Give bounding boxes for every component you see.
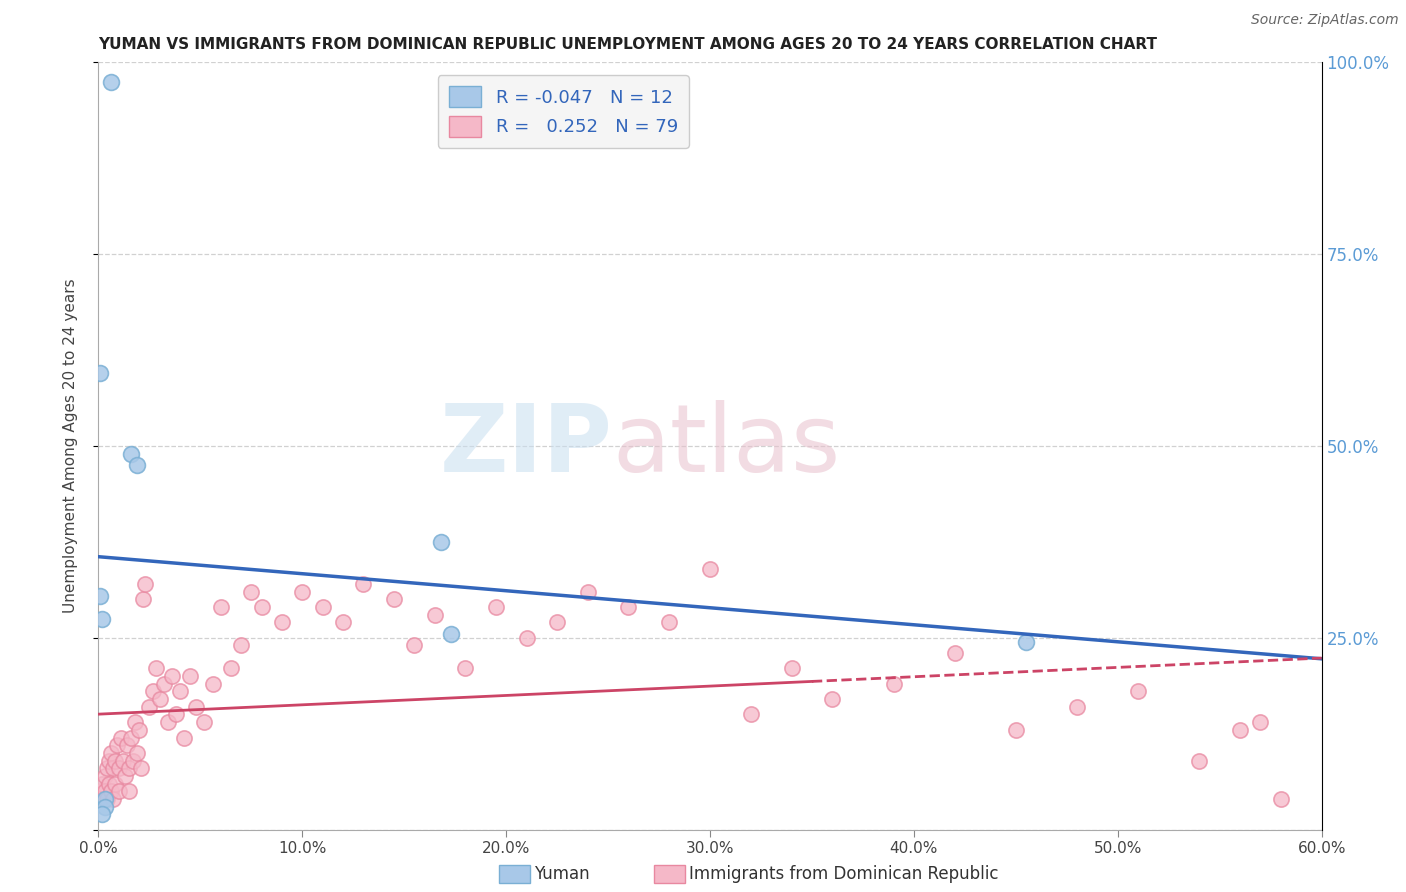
Point	[173, 731, 195, 745]
Point	[485, 600, 508, 615]
Point	[97, 776, 120, 790]
Point	[658, 615, 681, 630]
Point	[240, 584, 263, 599]
Point	[152, 677, 174, 691]
Point	[1249, 715, 1271, 730]
Point	[291, 584, 314, 599]
Point	[93, 792, 115, 806]
Point	[114, 769, 136, 783]
Point	[100, 784, 122, 798]
Point	[128, 723, 150, 737]
Point	[352, 577, 374, 591]
Point	[160, 669, 183, 683]
Point	[382, 592, 405, 607]
Point	[142, 684, 165, 698]
Point	[1004, 723, 1026, 737]
Point	[201, 677, 224, 691]
Point	[699, 562, 721, 576]
Point	[145, 661, 167, 675]
Point	[138, 699, 160, 714]
Point	[209, 600, 232, 615]
Text: Immigrants from Dominican Republic: Immigrants from Dominican Republic	[689, 865, 998, 883]
Point	[108, 761, 131, 775]
Point	[91, 776, 114, 790]
Point	[93, 769, 115, 783]
Point	[124, 715, 146, 730]
Point	[1270, 792, 1292, 806]
Point	[89, 784, 111, 798]
Point	[440, 627, 463, 641]
Point	[91, 612, 114, 626]
Point	[780, 661, 803, 675]
Point	[101, 761, 124, 775]
Point	[193, 715, 215, 730]
Point	[576, 584, 599, 599]
Point	[617, 600, 640, 615]
Point	[104, 776, 127, 790]
Point	[127, 458, 149, 473]
Point	[132, 592, 155, 607]
Text: Yuman: Yuman	[534, 865, 591, 883]
Point	[118, 761, 141, 775]
Point	[111, 754, 134, 768]
Point	[93, 784, 115, 798]
Point	[105, 738, 128, 752]
Point	[516, 631, 538, 645]
Point	[740, 707, 762, 722]
Text: YUMAN VS IMMIGRANTS FROM DOMINICAN REPUBLIC UNEMPLOYMENT AMONG AGES 20 TO 24 YEA: YUMAN VS IMMIGRANTS FROM DOMINICAN REPUB…	[98, 37, 1157, 52]
Text: atlas: atlas	[612, 400, 841, 492]
Point	[1229, 723, 1251, 737]
Point	[1015, 634, 1038, 648]
Point	[115, 738, 138, 752]
Point	[423, 607, 446, 622]
Point	[332, 615, 354, 630]
Point	[100, 746, 122, 760]
Point	[100, 74, 122, 88]
Point	[127, 746, 149, 760]
Point	[546, 615, 568, 630]
Point	[93, 799, 115, 814]
Point	[430, 534, 453, 549]
Point	[122, 754, 145, 768]
Point	[165, 707, 187, 722]
Point	[108, 784, 131, 798]
Point	[219, 661, 242, 675]
Point	[1188, 754, 1211, 768]
Point	[120, 731, 142, 745]
Point	[883, 677, 905, 691]
Point	[91, 792, 114, 806]
Text: Source: ZipAtlas.com: Source: ZipAtlas.com	[1251, 13, 1399, 28]
Point	[89, 589, 111, 603]
Point	[231, 639, 253, 653]
Point	[179, 669, 201, 683]
Y-axis label: Unemployment Among Ages 20 to 24 years: Unemployment Among Ages 20 to 24 years	[63, 278, 77, 614]
Point	[97, 754, 120, 768]
Point	[404, 639, 426, 653]
Point	[156, 715, 179, 730]
Text: ZIP: ZIP	[439, 400, 612, 492]
Point	[134, 577, 156, 591]
Point	[821, 692, 844, 706]
Point	[104, 754, 127, 768]
Point	[943, 646, 966, 660]
Point	[96, 761, 118, 775]
Point	[110, 731, 132, 745]
Point	[149, 692, 172, 706]
Point	[270, 615, 294, 630]
Point	[118, 784, 141, 798]
Point	[250, 600, 273, 615]
Point	[101, 792, 124, 806]
Point	[1066, 699, 1088, 714]
Point	[312, 600, 335, 615]
Point	[96, 792, 118, 806]
Point	[1128, 684, 1150, 698]
Point	[89, 366, 111, 380]
Point	[120, 447, 142, 461]
Point	[169, 684, 191, 698]
Legend: R = -0.047   N = 12, R =   0.252   N = 79: R = -0.047 N = 12, R = 0.252 N = 79	[437, 75, 689, 148]
Point	[91, 807, 114, 822]
Point	[454, 661, 477, 675]
Point	[186, 699, 208, 714]
Point	[129, 761, 152, 775]
